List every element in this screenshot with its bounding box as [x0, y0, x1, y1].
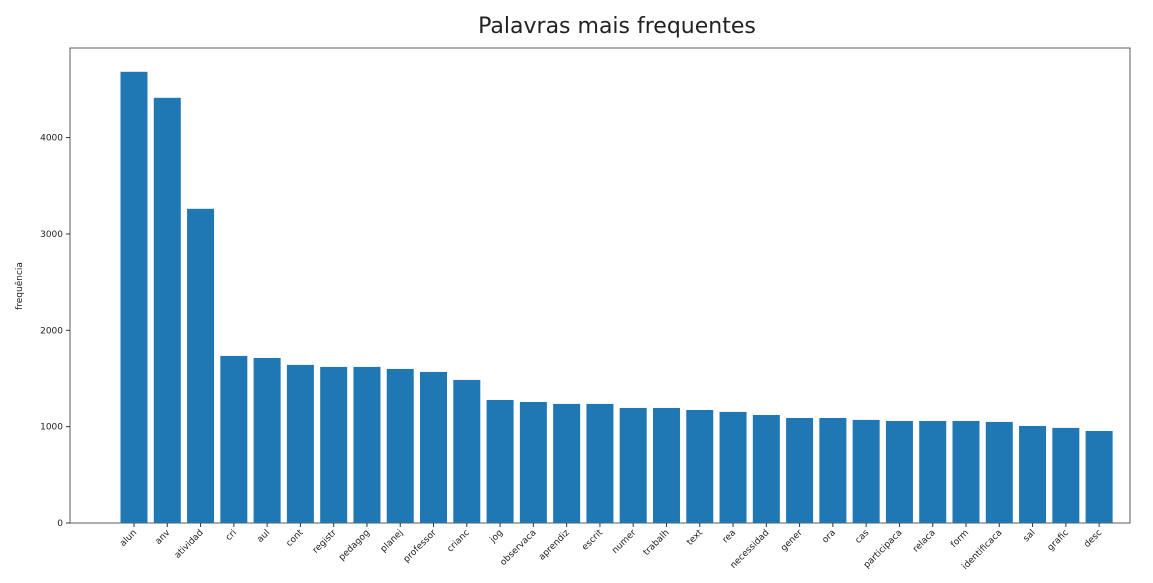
- bar: [652, 407, 680, 523]
- x-tick-label: relaca: [911, 528, 938, 555]
- x-tick-label: desc: [1082, 528, 1104, 550]
- bar: [519, 401, 547, 523]
- x-tick-label: atividad: [173, 528, 206, 561]
- x-tick-label: aprendiz: [537, 528, 572, 563]
- bar: [420, 371, 448, 523]
- bar: [952, 420, 980, 523]
- x-tick-label: form: [949, 528, 971, 550]
- x-tick-label: rea: [721, 528, 738, 545]
- bar: [153, 97, 181, 523]
- bar: [885, 420, 913, 523]
- x-tick-label: gener: [779, 528, 805, 554]
- bar: [985, 421, 1013, 523]
- chart-title: Palavras mais frequentes: [478, 14, 756, 39]
- x-tick-label: trabalh: [642, 528, 672, 558]
- y-tick-label: 3000: [40, 230, 63, 240]
- bar: [1085, 430, 1113, 523]
- bar: [686, 409, 714, 523]
- bar: [786, 417, 814, 523]
- x-tick-label: aul: [255, 528, 272, 545]
- x-tick-label: crianc: [446, 528, 472, 554]
- x-tick-label: alun: [118, 528, 139, 549]
- x-tick-label: anv: [154, 528, 173, 547]
- bar: [919, 420, 947, 523]
- x-tick-label: registr: [311, 528, 339, 556]
- x-tick-label: cont: [285, 528, 306, 549]
- x-tick-label: planej: [379, 528, 406, 555]
- x-tick-label: text: [685, 528, 705, 548]
- x-tick-label: cri: [224, 528, 239, 543]
- bar: [353, 366, 381, 523]
- bar: [386, 368, 414, 523]
- bar: [1019, 425, 1047, 523]
- y-axis-label: frequência: [14, 262, 25, 310]
- y-tick-label: 0: [57, 519, 63, 529]
- x-tick-label: numer: [610, 528, 638, 556]
- bar: [553, 403, 581, 523]
- bar: [453, 379, 481, 523]
- x-tick-label: professor: [402, 528, 439, 565]
- y-tick-label: 1000: [40, 423, 63, 433]
- bar: [1052, 427, 1080, 523]
- x-tick-label: grafic: [1046, 528, 1071, 553]
- x-tick-label: ora: [821, 528, 838, 545]
- x-tick-label: escrit: [580, 528, 605, 553]
- x-tick-label: observaca: [499, 528, 539, 568]
- bar: [286, 364, 314, 523]
- bar: [220, 355, 248, 523]
- bar: [752, 414, 780, 523]
- bar: [619, 407, 647, 523]
- x-tick-label: sal: [1022, 528, 1038, 544]
- bar: [586, 403, 614, 523]
- bar: [486, 399, 514, 523]
- y-tick-label: 4000: [40, 134, 63, 144]
- bar: [187, 208, 215, 524]
- bar: [852, 419, 880, 523]
- bar: [819, 417, 847, 523]
- bar: [719, 411, 747, 523]
- x-tick-label: pedagog: [337, 528, 372, 563]
- bar: [120, 71, 148, 524]
- bar: [320, 366, 348, 523]
- bar: [253, 357, 281, 523]
- y-tick-label: 2000: [40, 326, 63, 336]
- x-tick-label: cas: [853, 528, 871, 546]
- x-tick-label: jog: [488, 528, 505, 545]
